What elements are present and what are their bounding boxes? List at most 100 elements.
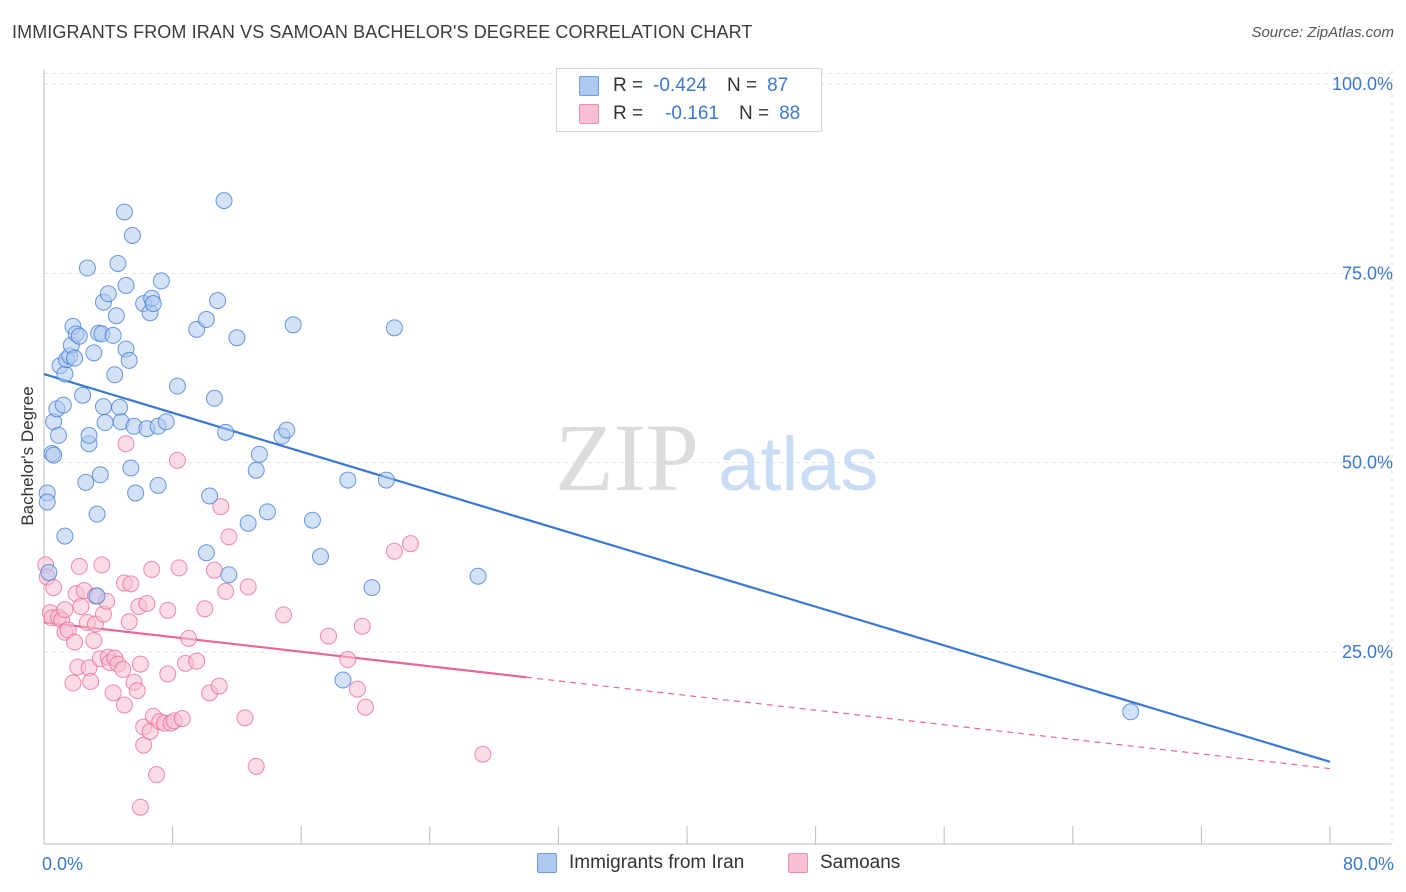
point-samoans (122, 575, 140, 593)
point-iran (54, 396, 72, 414)
legend-n-value: 87 (767, 75, 789, 96)
point-samoans (239, 578, 257, 596)
point-iran (111, 398, 129, 416)
legend-n-label: N = (738, 103, 770, 124)
point-samoans (66, 633, 84, 651)
point-iran (168, 377, 186, 395)
point-iran (250, 445, 268, 463)
legend-swatch-samoans (788, 853, 808, 873)
point-samoans (210, 677, 228, 695)
point-iran (91, 466, 109, 484)
point-samoans (135, 736, 153, 754)
point-iran (201, 487, 219, 505)
point-iran (152, 272, 170, 290)
point-iran (149, 476, 167, 494)
point-iran (247, 461, 265, 479)
point-samoans (72, 598, 90, 616)
point-samoans (217, 582, 235, 600)
x-tick-label: 80.0% (1343, 854, 1394, 874)
point-iran (1122, 703, 1140, 721)
series-samoans-points (37, 435, 492, 816)
grid-lines (44, 70, 1393, 844)
legend-r-value: -0.424 (653, 75, 707, 96)
y-tick-label: 50.0% (1342, 453, 1393, 473)
point-iran (88, 505, 106, 523)
point-samoans (205, 561, 223, 579)
point-samoans (131, 798, 149, 816)
point-samoans (357, 698, 374, 716)
point-iran (363, 579, 381, 597)
point-samoans (64, 674, 82, 692)
legend-r-label: R = (613, 75, 644, 96)
legend-label-iran: Immigrants from Iran (569, 852, 745, 873)
point-iran (258, 503, 276, 521)
y-axis-title: Bachelor's Degree (18, 386, 37, 526)
point-samoans (212, 498, 230, 516)
point-samoans (180, 629, 198, 647)
legend-item-samoans[interactable]: Samoans (788, 852, 900, 874)
point-iran (56, 365, 74, 383)
point-samoans (85, 632, 103, 650)
y-tick-label: 75.0% (1342, 263, 1393, 283)
point-iran (284, 316, 302, 334)
point-samoans (82, 673, 100, 691)
point-iran (127, 484, 145, 502)
point-iran (70, 327, 88, 345)
legend-item-iran[interactable]: Immigrants from Iran (537, 852, 744, 874)
point-iran (215, 192, 233, 210)
point-samoans (93, 556, 111, 574)
point-iran (49, 426, 67, 444)
y-tick-label: 25.0% (1342, 642, 1393, 662)
point-samoans (143, 560, 161, 578)
point-samoans (170, 559, 188, 577)
point-samoans (348, 680, 366, 698)
point-samoans (474, 745, 492, 763)
legend-label-samoans: Samoans (820, 852, 901, 873)
data-points (37, 192, 1140, 816)
point-iran (209, 292, 227, 310)
point-iran (239, 514, 257, 532)
point-iran (109, 254, 127, 272)
trend-lines (43, 372, 1331, 770)
point-samoans (247, 757, 265, 775)
point-iran (94, 398, 112, 416)
point-samoans (168, 451, 186, 469)
point-samoans (138, 595, 156, 613)
point-iran (220, 566, 238, 584)
legend-swatch-iran (579, 76, 599, 96)
point-samoans (104, 684, 122, 702)
point-iran (99, 285, 117, 303)
point-iran (104, 326, 122, 344)
point-samoans (128, 682, 146, 700)
point-samoans (115, 696, 133, 714)
point-samoans (120, 613, 138, 631)
point-iran (117, 276, 135, 294)
point-samoans (402, 535, 420, 553)
series-iran-points (38, 192, 1140, 721)
point-samoans (385, 542, 403, 560)
trendline-samoans (43, 621, 527, 679)
point-iran (278, 421, 296, 439)
point-samoans (70, 557, 88, 575)
point-samoans (320, 627, 338, 645)
legend-swatch-samoans (579, 104, 599, 124)
point-iran (334, 671, 352, 689)
watermark-atlas: atlas (718, 422, 879, 507)
axes (43, 70, 1392, 845)
point-iran (157, 413, 175, 431)
legend-row-samoans: R = -0.161 N = 88 (579, 102, 800, 126)
point-iran (122, 459, 140, 477)
point-iran (107, 307, 125, 325)
point-iran (74, 386, 92, 404)
point-iran (123, 226, 141, 244)
series-legend: Immigrants from Iran Samoans (0, 852, 1406, 878)
x-tick-label: 0.0% (42, 854, 83, 874)
point-iran (56, 527, 74, 545)
point-iran (197, 544, 215, 562)
point-iran (96, 414, 114, 432)
legend-n-label: N = (726, 75, 758, 96)
point-iran (40, 563, 58, 581)
point-iran (311, 548, 329, 566)
point-iran (217, 423, 235, 441)
